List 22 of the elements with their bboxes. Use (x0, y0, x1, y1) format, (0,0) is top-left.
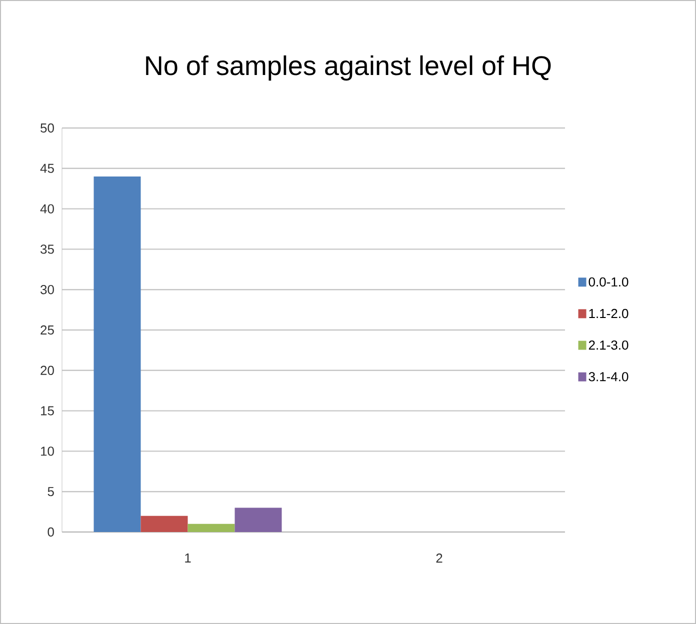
y-tick-label: 45 (40, 164, 54, 173)
x-tick-label: 1 (185, 554, 191, 562)
legend-label: 0.0-1.0 (588, 277, 628, 287)
y-tick-label: 0 (48, 527, 54, 537)
y-tick-label: 35 (40, 244, 54, 254)
x-tick-label: 2 (436, 554, 442, 563)
y-tick-label: 50 (40, 123, 54, 133)
y-tick-label: 20 (40, 366, 54, 375)
y-tick-label: 40 (40, 204, 54, 214)
y-tick-label: 5 (48, 487, 54, 496)
legend-label: 3.1-4.0 (588, 372, 628, 382)
legend-label: 2.1-3.0 (588, 340, 628, 350)
bar (94, 176, 141, 532)
y-tick-label: 10 (40, 446, 54, 456)
bar (140, 516, 188, 532)
chart-title: No of samples against level of HQ (146, 55, 551, 81)
bar (188, 524, 235, 532)
y-tick-label: 25 (40, 325, 54, 335)
y-tick-label: 30 (40, 284, 54, 294)
legend-label: 1.1-2.0 (589, 308, 628, 318)
bar (234, 508, 282, 532)
y-tick-label: 15 (40, 406, 54, 416)
